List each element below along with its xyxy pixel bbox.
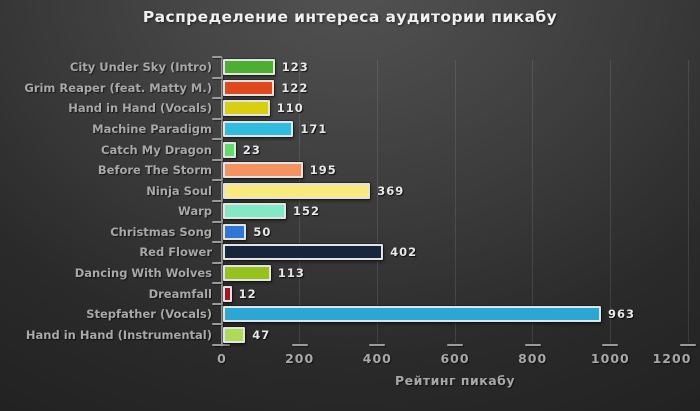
- x-axis-title: Рейтинг пикабу: [394, 373, 516, 388]
- bar: [223, 203, 287, 220]
- y-axis-tick: [212, 241, 222, 244]
- x-tick-label: 200: [285, 351, 315, 366]
- y-axis-tick: [212, 200, 222, 202]
- gridline-x-400: [376, 60, 378, 343]
- x-axis-tick: [214, 344, 230, 346]
- y-axis-tick: [212, 117, 222, 120]
- x-tick-label: 1000: [590, 351, 630, 366]
- bar: [223, 265, 271, 281]
- category-label: Ninja Soul: [146, 183, 212, 198]
- y-axis-tick: [212, 282, 222, 285]
- category-label: Before The Storm: [97, 163, 212, 178]
- x-axis-tick: [602, 344, 619, 346]
- bar: [223, 223, 247, 240]
- gridline-x-200: [299, 60, 301, 343]
- y-axis-tick: [212, 76, 222, 79]
- category-label: Hand in Hand (Instrumental): [25, 327, 212, 342]
- category-label: City Under Sky (Intro): [69, 60, 212, 75]
- category-label: Dancing With Wolves: [74, 266, 212, 280]
- value-label: 171: [300, 122, 328, 136]
- value-label: 23: [242, 142, 261, 157]
- gridline-x-1200: [687, 60, 689, 343]
- category-label: Red Flower: [139, 245, 212, 260]
- bar: [223, 182, 371, 199]
- value-label: 110: [276, 101, 304, 116]
- gridline-x-1000: [609, 60, 611, 343]
- y-axis-tick: [212, 158, 222, 161]
- value-label: 963: [607, 307, 635, 322]
- x-tick-label: 1200: [652, 351, 692, 366]
- bar: [223, 59, 275, 76]
- category-label: Machine Paradigm: [92, 122, 212, 136]
- y-axis-tick: [212, 261, 222, 264]
- value-label: 47: [252, 327, 271, 342]
- x-axis-tick: [680, 344, 696, 346]
- y-axis-tick: [212, 179, 222, 182]
- y-axis-tick: [212, 220, 222, 223]
- bar: [223, 100, 270, 117]
- value-label: 369: [377, 183, 405, 198]
- x-tick-label: 600: [440, 351, 470, 366]
- x-tick-label: 0: [217, 351, 227, 366]
- y-axis-line: [221, 57, 223, 347]
- category-label: Grim Reaper (feat. Matty M.): [24, 80, 212, 95]
- chart-title: Распределение интереса аудитории пикабу: [142, 8, 558, 26]
- x-axis-tick: [369, 344, 386, 346]
- category-label: Christmas Song: [110, 224, 212, 239]
- value-label: 123: [281, 60, 309, 75]
- category-label: Stepfather (Vocals): [86, 307, 212, 322]
- y-axis-tick: [212, 97, 222, 100]
- value-label: 122: [281, 80, 309, 95]
- gridline-x-600: [454, 60, 456, 343]
- category-label: Dreamfall: [148, 286, 212, 301]
- value-label: 113: [277, 266, 305, 280]
- value-label: 195: [309, 163, 337, 178]
- x-axis-tick: [524, 344, 541, 346]
- bar: [223, 121, 294, 137]
- x-tick-label: 400: [362, 351, 392, 366]
- bar: [223, 285, 232, 302]
- bar: [223, 306, 601, 323]
- y-axis-tick: [212, 302, 222, 305]
- y-axis-tick: [212, 56, 222, 58]
- bar: [223, 79, 275, 96]
- value-label: 402: [390, 245, 418, 260]
- bar: [223, 244, 384, 261]
- x-tick-label: 800: [518, 351, 548, 366]
- value-label: 152: [293, 204, 321, 219]
- x-axis-tick: [447, 344, 463, 346]
- value-label: 50: [253, 224, 272, 239]
- category-label: Warp: [178, 204, 212, 219]
- category-label: Catch My Dragon: [101, 142, 212, 157]
- gridline-x-800: [532, 60, 534, 343]
- category-label: Hand in Hand (Vocals): [68, 101, 212, 116]
- y-axis-tick: [212, 323, 222, 326]
- y-axis-tick: [212, 138, 222, 141]
- bar: [223, 141, 236, 158]
- x-axis-tick: [291, 344, 308, 346]
- bar: [223, 326, 246, 343]
- bar: [223, 162, 303, 179]
- value-label: 12: [238, 286, 257, 301]
